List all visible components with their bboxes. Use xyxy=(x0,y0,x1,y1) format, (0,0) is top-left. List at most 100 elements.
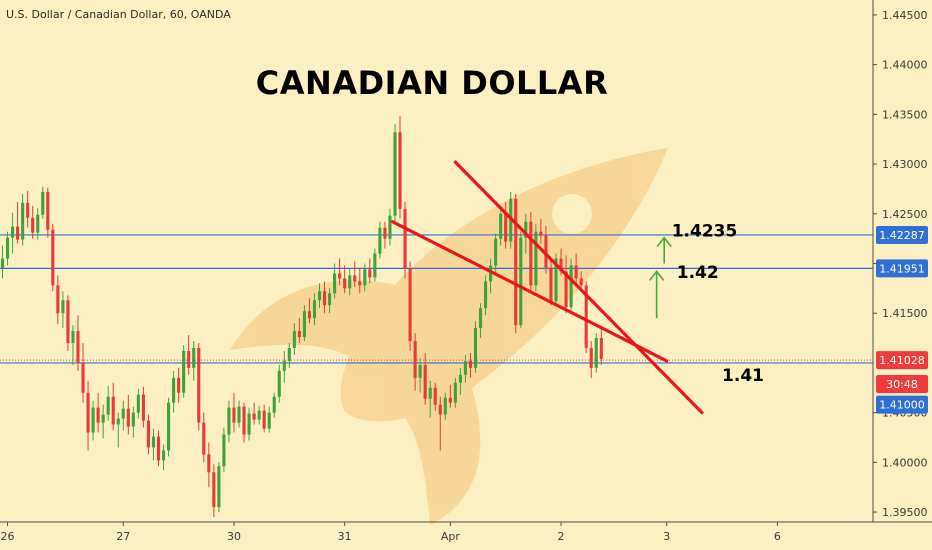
rocket-fin-right xyxy=(405,388,481,525)
candle-body xyxy=(468,360,473,368)
trend-lines xyxy=(390,160,704,415)
price-tick-label: 1.43000 xyxy=(882,158,928,171)
level-annotation-2: 1.41 xyxy=(722,366,764,386)
candle-body xyxy=(272,396,276,413)
candle-body xyxy=(151,436,156,448)
candle-body xyxy=(458,374,462,383)
level-annotation-0: 1.4235 xyxy=(672,222,738,242)
price-tag-label: 1.41000 xyxy=(879,399,925,412)
candle-body xyxy=(66,300,70,344)
candle-body xyxy=(76,331,80,363)
price-tag-label: 1.42287 xyxy=(879,229,925,242)
candle-body xyxy=(438,404,442,415)
candle-body xyxy=(81,362,85,393)
candle-body xyxy=(333,273,337,294)
price-tick-label: 1.44000 xyxy=(882,59,928,72)
candle-body xyxy=(448,397,452,403)
candle-body xyxy=(398,132,402,209)
candle-body xyxy=(453,382,457,403)
candle-body xyxy=(297,331,301,338)
candle-body xyxy=(267,412,271,429)
time-tick-label: 31 xyxy=(338,530,352,543)
candle-body xyxy=(343,278,347,289)
candle-body xyxy=(167,402,171,451)
candle-body xyxy=(146,420,150,448)
candle-body xyxy=(197,348,201,423)
rocket-fin-left xyxy=(230,280,395,360)
candle-body xyxy=(227,407,231,435)
price-tag-box xyxy=(876,259,928,278)
time-tick-label: Apr xyxy=(441,530,461,543)
candle-body xyxy=(312,300,317,319)
candle-body xyxy=(161,450,166,461)
candle-body xyxy=(207,454,211,473)
candle-body xyxy=(473,328,478,368)
trend-line-0 xyxy=(390,220,669,363)
candle-body xyxy=(172,377,176,403)
time-axis: 26 27 30 31 Apr 2 3 6 xyxy=(1,522,781,543)
candle-body xyxy=(131,412,135,427)
level-annotation-1: 1.42 xyxy=(677,263,719,283)
candle-body xyxy=(41,191,45,215)
price-tag-label: 1.41028 xyxy=(879,354,925,367)
candle-body xyxy=(247,413,251,435)
candle-body xyxy=(574,265,578,279)
price-tag-label: 30:48 xyxy=(886,378,918,391)
time-tick-label: 27 xyxy=(116,530,130,543)
rocket-watermark xyxy=(230,148,668,525)
price-tick-label: 1.40000 xyxy=(882,456,928,469)
candle-body xyxy=(353,275,357,282)
candle-body xyxy=(126,408,130,427)
candle-body xyxy=(262,410,266,429)
candle-body xyxy=(423,364,427,399)
candle-body xyxy=(463,360,467,375)
candle-body xyxy=(418,364,422,378)
candle-body xyxy=(121,408,125,419)
candle-body xyxy=(287,348,291,361)
candle-body xyxy=(589,348,593,368)
candle-body xyxy=(5,237,10,259)
price-tag-box xyxy=(876,395,928,414)
candle-body xyxy=(182,350,186,393)
candle-body xyxy=(202,422,206,455)
trend-line-1 xyxy=(453,160,704,415)
candle-body xyxy=(494,238,498,266)
candle-body xyxy=(16,226,20,240)
candle-body xyxy=(252,413,256,420)
price-tag-label: 1.41951 xyxy=(879,262,925,275)
candle-body xyxy=(31,217,35,233)
candle-body xyxy=(478,308,483,329)
candle-body xyxy=(292,331,296,348)
candle-body xyxy=(277,370,281,397)
candle-body xyxy=(222,434,226,467)
candle-body xyxy=(51,229,55,286)
candle-body xyxy=(433,387,437,405)
arrow-head-1 xyxy=(656,236,672,248)
candle-body xyxy=(322,291,327,306)
candle-body xyxy=(519,237,523,326)
candle-body xyxy=(232,407,236,423)
candle-body xyxy=(141,394,145,421)
candle-body xyxy=(106,396,110,415)
candle-body xyxy=(71,331,75,344)
candle-body xyxy=(26,202,30,218)
candle-body xyxy=(217,466,221,508)
candle-body xyxy=(282,360,286,371)
candle-body xyxy=(373,253,377,278)
candle-body xyxy=(302,311,306,338)
candle-body xyxy=(428,387,432,399)
candle-body xyxy=(529,221,533,286)
candle-body xyxy=(348,275,352,289)
price-tick-label: 1.42500 xyxy=(882,208,928,221)
candle-body xyxy=(156,436,161,461)
candle-body xyxy=(358,281,362,286)
price-tags: 1.42287 1.41951 1.41028 30:48 1.41000 xyxy=(876,225,928,414)
candle-body xyxy=(0,258,5,269)
candle-body xyxy=(549,267,553,302)
arrow-head-0 xyxy=(649,270,665,281)
candle-body xyxy=(317,291,322,301)
candles xyxy=(0,116,603,518)
annotations: 1.4235 1.42 1.41 xyxy=(672,222,764,386)
